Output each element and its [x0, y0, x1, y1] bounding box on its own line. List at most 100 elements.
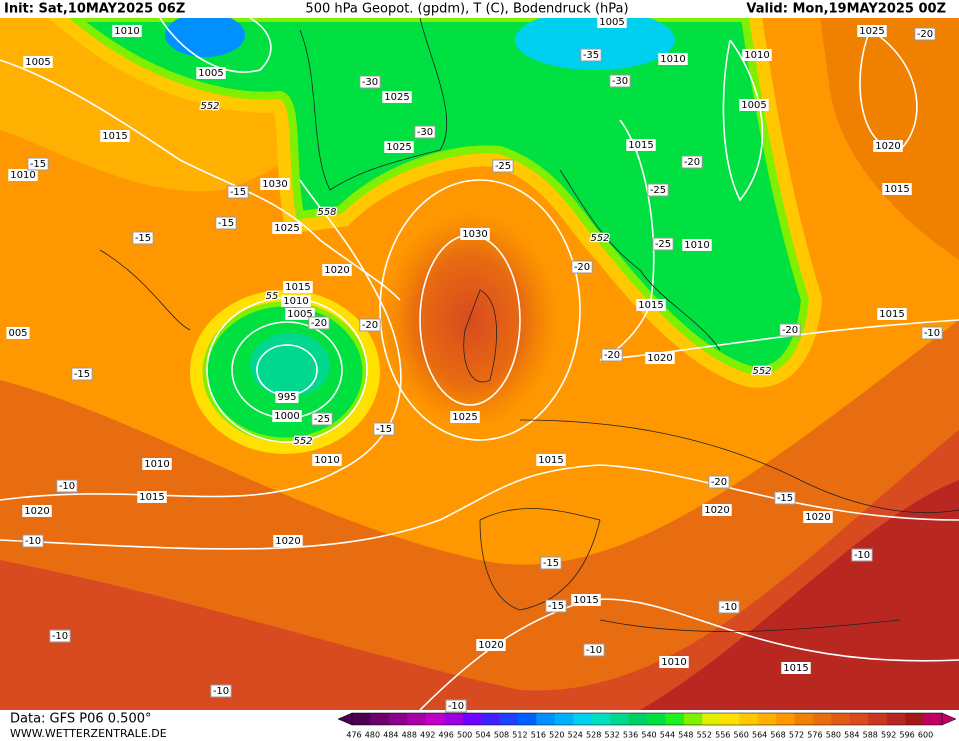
temperature-label-bg — [308, 316, 330, 330]
geopotential-label: 558 — [317, 207, 336, 218]
isobar-label-bg — [626, 139, 656, 151]
isobar-label-bg — [285, 308, 315, 320]
colorbar-tick-label: 560 — [734, 731, 749, 740]
colorbar-swatch — [628, 713, 648, 725]
isobar-label-bg — [273, 535, 303, 547]
colorbar-swatch — [481, 713, 500, 725]
isobar-label-bg — [877, 308, 907, 320]
temperature-label-bg — [921, 326, 943, 340]
temperature-label-bg — [583, 643, 605, 657]
isobar-label: 1025 — [386, 142, 411, 153]
colorbar-tick-label: 584 — [844, 731, 859, 740]
isobar-label-bg — [100, 130, 130, 142]
temperature-label-bg — [540, 556, 562, 570]
coastlines — [99, 18, 959, 632]
colorbar-tick-label: 568 — [770, 731, 785, 740]
isobar — [722, 39, 764, 202]
colorbar-tick-label: 524 — [568, 731, 583, 740]
isobar-label: 1025 — [384, 92, 409, 103]
temperature-label: -10 — [721, 602, 737, 613]
colorbar-tick-label: 532 — [604, 731, 619, 740]
temperature-label: -10 — [213, 686, 229, 697]
isobar — [0, 464, 959, 550]
colorbar-tick-label: 588 — [863, 731, 878, 740]
temperature-label: -20 — [917, 29, 933, 40]
isobar-label-bg — [112, 25, 142, 37]
isobar-label: 1015 — [285, 282, 310, 293]
isobar-label-bg — [22, 505, 52, 517]
temperature-label: -15 — [376, 424, 392, 435]
colorbar-tick-label: 480 — [365, 731, 380, 740]
colorbar-tick-label: 512 — [512, 731, 527, 740]
isobar-label-bg — [597, 16, 627, 28]
coastline — [519, 419, 959, 513]
temperature-label-bg — [718, 600, 740, 614]
colorbar-swatch — [702, 713, 722, 725]
isobar-label-bg — [536, 454, 566, 466]
isobar-label-bg — [281, 295, 311, 307]
colorbar-tick-label: 520 — [549, 731, 564, 740]
temperature-label-bg — [545, 599, 567, 613]
colorbar: 476 480 484 488 492 496 500 504 508 512 516 520 524 5… — [337, 712, 957, 740]
colorbar-swatch — [517, 713, 537, 725]
isobar — [599, 119, 655, 361]
colorbar-tick-label: 504 — [475, 731, 490, 740]
isobar-label: 1015 — [638, 300, 663, 311]
temperature-label-bg — [647, 183, 669, 197]
temperature-label: -10 — [924, 328, 940, 339]
temperature-label: -20 — [711, 477, 727, 488]
isobar-label: 1005 — [25, 57, 50, 68]
colorbar-tick-label: 548 — [678, 731, 693, 740]
isobar-label-bg — [682, 239, 712, 251]
isobar — [379, 179, 581, 441]
isobar-label: 1015 — [538, 455, 563, 466]
temperature-label-bg — [681, 155, 703, 169]
isobar-label: 1010 — [684, 240, 709, 251]
isobar-label-bg — [322, 264, 352, 276]
isobar-label-bg — [196, 67, 226, 79]
colorbar-swatch — [757, 713, 777, 725]
colorbar-swatch — [776, 713, 795, 725]
colorbar-tick-label: 556 — [715, 731, 730, 740]
isobar-label: 1015 — [573, 595, 598, 606]
temperature-label: -30 — [612, 76, 628, 87]
isobar-label: 1015 — [783, 663, 808, 674]
map-labels: 1010 1005 1005 1015 1010 1030 1025 1020 1015 1010… — [6, 16, 943, 713]
isobar-label: 1025 — [859, 26, 884, 37]
field-cold-west — [165, 18, 245, 57]
temperature-label-bg — [445, 699, 467, 713]
valid-time: Valid: Mon,19MAY2025 00Z — [746, 2, 946, 17]
isobar-label-bg — [739, 99, 769, 111]
temperature-label-bg — [580, 48, 602, 62]
colorbar-tick-label: 484 — [383, 731, 398, 740]
isobar-label-bg — [272, 410, 302, 422]
colorbar-tick-label: 564 — [752, 731, 767, 740]
temperature-label: -20 — [604, 350, 620, 361]
coastline — [299, 18, 448, 191]
colorbar-swatch — [425, 713, 445, 725]
colorbar-swatch — [462, 713, 482, 725]
isobar-label-bg — [659, 656, 689, 668]
colorbar-tick-label: 516 — [531, 731, 546, 740]
colorbar-swatch — [739, 713, 758, 725]
field-trough — [68, 18, 810, 375]
colorbar-tick-label: 528 — [586, 731, 601, 740]
colorbar-tick-label: 476 — [346, 731, 361, 740]
field-hot — [0, 430, 959, 710]
isobar-label-bg — [645, 352, 675, 364]
isobar-label-bg — [636, 299, 666, 311]
isobar-label: 1015 — [879, 309, 904, 320]
isobar-label-bg — [23, 56, 53, 68]
isobar-label: 1020 — [704, 505, 729, 516]
isobar-label: 1015 — [628, 140, 653, 151]
colorbar-swatch — [573, 713, 592, 725]
colorbar-swatch — [591, 713, 611, 725]
colorbar-tick-label: 596 — [899, 731, 914, 740]
isobar-label: 1020 — [275, 536, 300, 547]
isobar-label: 1005 — [198, 68, 223, 79]
colorbar-tick-label: 508 — [494, 731, 509, 740]
init-time: Init: Sat,10MAY2025 06Z — [4, 2, 185, 17]
isobar-label-bg — [742, 49, 772, 61]
isobar-label-bg — [450, 411, 480, 423]
colorbar-swatch — [610, 713, 629, 725]
